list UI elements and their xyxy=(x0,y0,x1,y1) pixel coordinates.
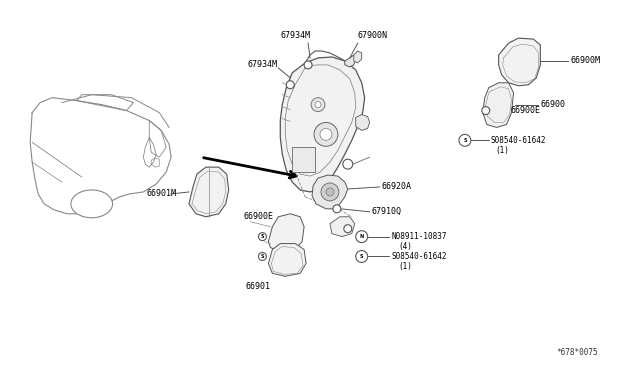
Text: (1): (1) xyxy=(496,146,509,155)
Circle shape xyxy=(320,128,332,140)
Text: 66900E: 66900E xyxy=(511,106,541,115)
Text: 67934M: 67934M xyxy=(248,60,277,70)
Text: 66900: 66900 xyxy=(540,100,565,109)
Polygon shape xyxy=(268,244,306,276)
Polygon shape xyxy=(356,115,370,131)
Polygon shape xyxy=(292,147,315,172)
Text: N08911-10837: N08911-10837 xyxy=(392,232,447,241)
Polygon shape xyxy=(330,217,355,237)
Text: S: S xyxy=(463,138,467,143)
Circle shape xyxy=(459,134,471,146)
Text: 66901: 66901 xyxy=(246,282,271,291)
Polygon shape xyxy=(499,38,540,86)
Circle shape xyxy=(356,250,367,262)
Circle shape xyxy=(259,232,266,241)
Text: 67934M: 67934M xyxy=(280,31,310,40)
Circle shape xyxy=(326,188,334,196)
Text: (4): (4) xyxy=(399,242,412,251)
Circle shape xyxy=(314,122,338,146)
Text: 67900N: 67900N xyxy=(358,31,388,40)
Ellipse shape xyxy=(71,190,113,218)
Text: (1): (1) xyxy=(399,262,412,271)
Circle shape xyxy=(482,107,490,115)
Circle shape xyxy=(311,98,325,112)
Text: 66900E: 66900E xyxy=(243,212,273,221)
Text: S08540-61642: S08540-61642 xyxy=(491,136,546,145)
Circle shape xyxy=(344,225,352,232)
Polygon shape xyxy=(268,214,304,251)
Polygon shape xyxy=(483,83,513,128)
Polygon shape xyxy=(345,55,356,67)
Text: 67910Q: 67910Q xyxy=(372,207,402,216)
Circle shape xyxy=(304,61,312,69)
Text: 66920A: 66920A xyxy=(381,183,412,192)
Circle shape xyxy=(356,231,367,243)
Text: S: S xyxy=(260,254,264,259)
Text: 66901M: 66901M xyxy=(147,189,176,198)
Circle shape xyxy=(333,205,341,213)
Text: S: S xyxy=(260,234,264,239)
Circle shape xyxy=(259,253,266,260)
Circle shape xyxy=(315,102,321,108)
Polygon shape xyxy=(312,175,348,209)
Circle shape xyxy=(286,81,294,89)
Text: 66900M: 66900M xyxy=(570,57,600,65)
Text: S: S xyxy=(360,254,364,259)
Text: S08540-61642: S08540-61642 xyxy=(392,252,447,261)
Polygon shape xyxy=(280,57,365,192)
Text: N: N xyxy=(360,234,364,239)
Text: *678*0075: *678*0075 xyxy=(556,348,598,357)
Circle shape xyxy=(343,159,353,169)
Polygon shape xyxy=(354,51,362,63)
Polygon shape xyxy=(189,167,228,217)
Circle shape xyxy=(321,183,339,201)
